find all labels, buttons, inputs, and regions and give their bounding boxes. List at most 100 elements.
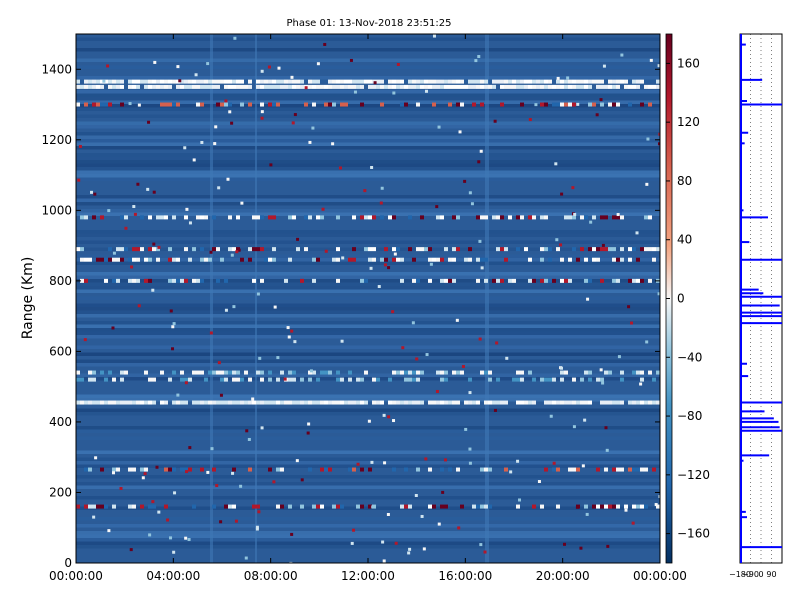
heatmap-cell bbox=[444, 278, 448, 283]
heatmap-cell bbox=[292, 370, 296, 375]
heatmap-cell bbox=[379, 201, 383, 205]
heatmap-cell bbox=[204, 257, 208, 262]
heatmap-cell bbox=[520, 84, 524, 89]
heatmap-cell bbox=[428, 257, 432, 262]
heatmap-cell bbox=[608, 400, 612, 405]
heatmap-cell bbox=[308, 370, 312, 375]
heatmap-cell bbox=[104, 504, 108, 509]
heatmap-cell bbox=[240, 201, 244, 205]
heatmap-cell bbox=[636, 257, 640, 262]
heatmap-cell bbox=[404, 400, 408, 405]
heatmap-row bbox=[76, 303, 660, 307]
heatmap-cell bbox=[248, 257, 252, 262]
heatmap-cell bbox=[136, 79, 140, 84]
heatmap-cell bbox=[206, 62, 210, 66]
heatmap-cell bbox=[172, 550, 176, 554]
heatmap-cell bbox=[308, 467, 312, 472]
x-tick-label: 00:00:00 bbox=[49, 569, 103, 583]
heatmap-cell bbox=[232, 305, 236, 309]
heatmap-cell bbox=[140, 467, 144, 472]
heatmap-cell bbox=[549, 414, 553, 418]
heatmap-cell bbox=[460, 370, 464, 375]
heatmap-cell bbox=[255, 525, 259, 529]
side-x-tick-label: 90 bbox=[766, 570, 776, 579]
heatmap-cell bbox=[188, 467, 192, 472]
heatmap-cell bbox=[488, 467, 492, 472]
heatmap-cell bbox=[444, 247, 448, 252]
x-tick-label: 00:00:00 bbox=[633, 569, 687, 583]
heatmap-cell bbox=[236, 79, 240, 84]
heatmap-cell bbox=[588, 400, 592, 405]
heatmap-cell bbox=[564, 370, 568, 375]
heatmap-cell bbox=[516, 377, 520, 382]
heatmap-row bbox=[76, 517, 660, 521]
heatmap-cell bbox=[600, 247, 604, 252]
heatmap-cell bbox=[388, 400, 392, 405]
heatmap-cell bbox=[639, 382, 643, 386]
heatmap-cell bbox=[496, 215, 500, 220]
chart-title: Phase 01: 13-Nov-2018 23:51:25 bbox=[286, 18, 451, 29]
heatmap-cell bbox=[100, 215, 104, 220]
colorbar-tick-label: −120 bbox=[677, 468, 710, 482]
heatmap-cell bbox=[160, 370, 164, 375]
heatmap-cell bbox=[320, 215, 324, 220]
heatmap-cell bbox=[552, 84, 556, 89]
heatmap-cell bbox=[273, 305, 277, 309]
y-tick-label: 1200 bbox=[41, 133, 72, 147]
heatmap-cell bbox=[169, 309, 173, 313]
heatmap-cell bbox=[544, 102, 548, 107]
heatmap-row bbox=[76, 394, 660, 398]
heatmap-row bbox=[76, 212, 660, 216]
heatmap-row bbox=[76, 310, 660, 314]
heatmap-cell bbox=[196, 215, 200, 220]
heatmap-cell bbox=[172, 102, 176, 107]
heatmap-cell bbox=[172, 215, 176, 220]
heatmap-cell bbox=[636, 84, 640, 89]
heatmap-cell bbox=[360, 400, 364, 405]
heatmap-cell bbox=[341, 256, 345, 260]
heatmap-cell bbox=[656, 84, 660, 89]
heatmap-cell bbox=[316, 79, 320, 84]
heatmap-cell bbox=[571, 186, 575, 190]
heatmap-cell bbox=[320, 467, 324, 472]
heatmap-cell bbox=[608, 79, 612, 84]
heatmap-cell bbox=[632, 84, 636, 89]
heatmap-cell bbox=[461, 365, 465, 369]
heatmap-cell bbox=[200, 278, 204, 283]
heatmap-cell bbox=[92, 370, 96, 375]
heatmap-cell bbox=[364, 278, 368, 283]
heatmap-cell bbox=[588, 102, 592, 107]
heatmap-cell bbox=[124, 226, 128, 230]
heatmap-cell bbox=[516, 459, 520, 463]
heatmap-cell bbox=[292, 215, 296, 220]
side-profile-series bbox=[740, 34, 782, 563]
heatmap-cell bbox=[412, 79, 416, 84]
heatmap-cell bbox=[264, 257, 268, 262]
heatmap-column bbox=[210, 34, 213, 563]
heatmap-cell bbox=[620, 370, 624, 375]
heatmap-row bbox=[76, 335, 660, 339]
heatmap-cell bbox=[268, 215, 272, 220]
heatmap-cell bbox=[512, 84, 516, 89]
heatmap-cell bbox=[152, 400, 156, 405]
heatmap-cell bbox=[468, 247, 472, 252]
heatmap-cell bbox=[382, 559, 386, 563]
heatmap-cell bbox=[476, 79, 480, 84]
heatmap-cell bbox=[368, 215, 372, 220]
heatmap-cell bbox=[460, 504, 464, 509]
heatmap-cell bbox=[536, 79, 540, 84]
heatmap-cell bbox=[288, 370, 292, 375]
heatmap-cell bbox=[496, 400, 500, 405]
heatmap-row bbox=[76, 457, 660, 461]
heatmap-cell bbox=[408, 377, 412, 382]
heatmap-cell bbox=[132, 278, 136, 283]
heatmap-row bbox=[76, 328, 660, 332]
heatmap-cell bbox=[352, 84, 356, 89]
heatmap-cell bbox=[196, 370, 200, 375]
heatmap-cell bbox=[435, 205, 439, 209]
heatmap-cell bbox=[76, 377, 80, 382]
heatmap-cell bbox=[120, 257, 124, 262]
heatmap-cell bbox=[168, 247, 172, 252]
heatmap-cell bbox=[120, 215, 124, 220]
heatmap-cell bbox=[100, 79, 104, 84]
